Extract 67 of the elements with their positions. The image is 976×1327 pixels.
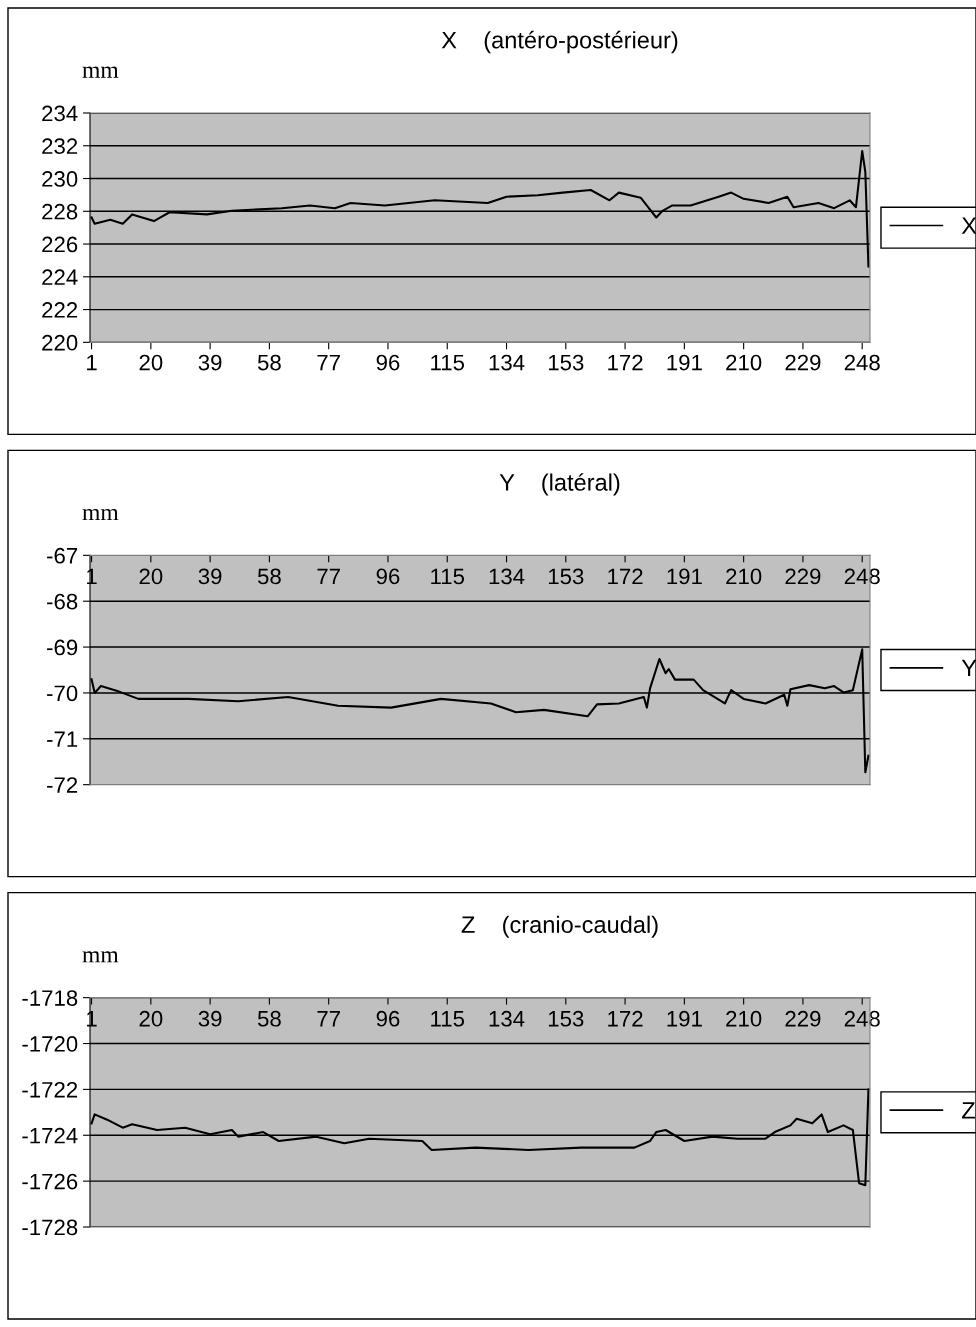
x-tick-label: 172 xyxy=(608,354,643,371)
y-tick-label: 234 xyxy=(42,105,78,122)
x-tick-label: 248 xyxy=(844,354,880,371)
x-tick-label: 153 xyxy=(548,568,584,585)
x-tick-label: 210 xyxy=(726,568,762,585)
x-tick-label: 77 xyxy=(317,1011,340,1027)
y-tick-label: -1720 xyxy=(22,1036,78,1052)
y-tick-label: -1718 xyxy=(22,990,78,1006)
x-tick-label: 210 xyxy=(726,354,762,371)
x-tick-label: 96 xyxy=(376,1010,400,1027)
y-tick-label: 220 xyxy=(42,334,78,351)
y-tick-label: -1724 xyxy=(22,1127,78,1144)
x-tick-label: 229 xyxy=(785,1010,821,1027)
x-tick-label: 115 xyxy=(431,568,465,585)
y-axis-title: mm xyxy=(82,66,119,78)
x-tick-label: 1 xyxy=(87,354,97,371)
x-tick-label: 115 xyxy=(431,1011,465,1027)
y-tick-label: -67 xyxy=(47,547,78,564)
y-tick-label: 230 xyxy=(42,171,78,187)
x-tick-label: 229 xyxy=(785,354,821,371)
y-axis-title: mm xyxy=(82,508,119,521)
x-tick-label: 153 xyxy=(548,1010,584,1027)
x-tick-label: 20 xyxy=(139,568,163,585)
y-tick-label: 232 xyxy=(42,138,78,155)
x-tick-label: 77 xyxy=(317,354,340,371)
x-tick-label: 20 xyxy=(139,1010,163,1027)
y-axis-title: mm xyxy=(82,951,119,963)
x-tick-label: 153 xyxy=(548,354,584,371)
y-tick-label: -70 xyxy=(47,685,78,702)
x-tick-label: 96 xyxy=(376,354,400,371)
x-tick-label: 191 xyxy=(667,1010,702,1027)
y-tick-label: -68 xyxy=(47,593,78,610)
legend-label: Z xyxy=(962,1102,975,1119)
x-tick-label: 172 xyxy=(608,1010,643,1027)
x-tick-label: 39 xyxy=(198,568,222,585)
x-tick-label: 20 xyxy=(139,354,163,371)
y-tick-label: -1722 xyxy=(22,1081,78,1098)
x-tick-label: 248 xyxy=(844,568,880,585)
y-tick-label: 224 xyxy=(42,269,78,285)
x-tick-label: 229 xyxy=(785,568,821,585)
chart-title: Y (latéral) xyxy=(499,473,620,496)
x-tick-label: 172 xyxy=(608,568,643,585)
x-tick-label: 58 xyxy=(257,568,281,585)
x-tick-label: 191 xyxy=(667,354,702,371)
x-tick-label: 134 xyxy=(489,568,525,585)
y-tick-label: 228 xyxy=(42,203,78,220)
y-tick-label: 222 xyxy=(42,302,78,318)
chart-title: Z (cranio-caudal) xyxy=(461,915,658,938)
x-tick-label: 96 xyxy=(376,568,400,585)
y-tick-label: -1728 xyxy=(22,1219,78,1236)
x-tick-label: 210 xyxy=(726,1010,762,1027)
y-tick-label: -71 xyxy=(47,731,78,747)
x-tick-label: 58 xyxy=(257,1010,281,1027)
x-tick-label: 191 xyxy=(667,568,702,585)
x-tick-label: 39 xyxy=(198,1010,222,1027)
x-tick-label: 115 xyxy=(431,354,465,371)
x-tick-label: 39 xyxy=(198,354,222,371)
x-tick-label: 134 xyxy=(489,354,525,371)
chart-title: X (antéro-postérieur) xyxy=(441,30,678,54)
x-tick-label: 58 xyxy=(257,354,281,371)
y-tick-label: 226 xyxy=(42,236,78,253)
y-tick-label: -1726 xyxy=(22,1173,78,1190)
x-tick-label: 134 xyxy=(489,1010,525,1027)
x-tick-label: 248 xyxy=(844,1010,880,1027)
y-tick-label: -72 xyxy=(47,777,78,793)
x-tick-label: 77 xyxy=(317,568,340,585)
y-tick-label: -69 xyxy=(47,639,78,656)
